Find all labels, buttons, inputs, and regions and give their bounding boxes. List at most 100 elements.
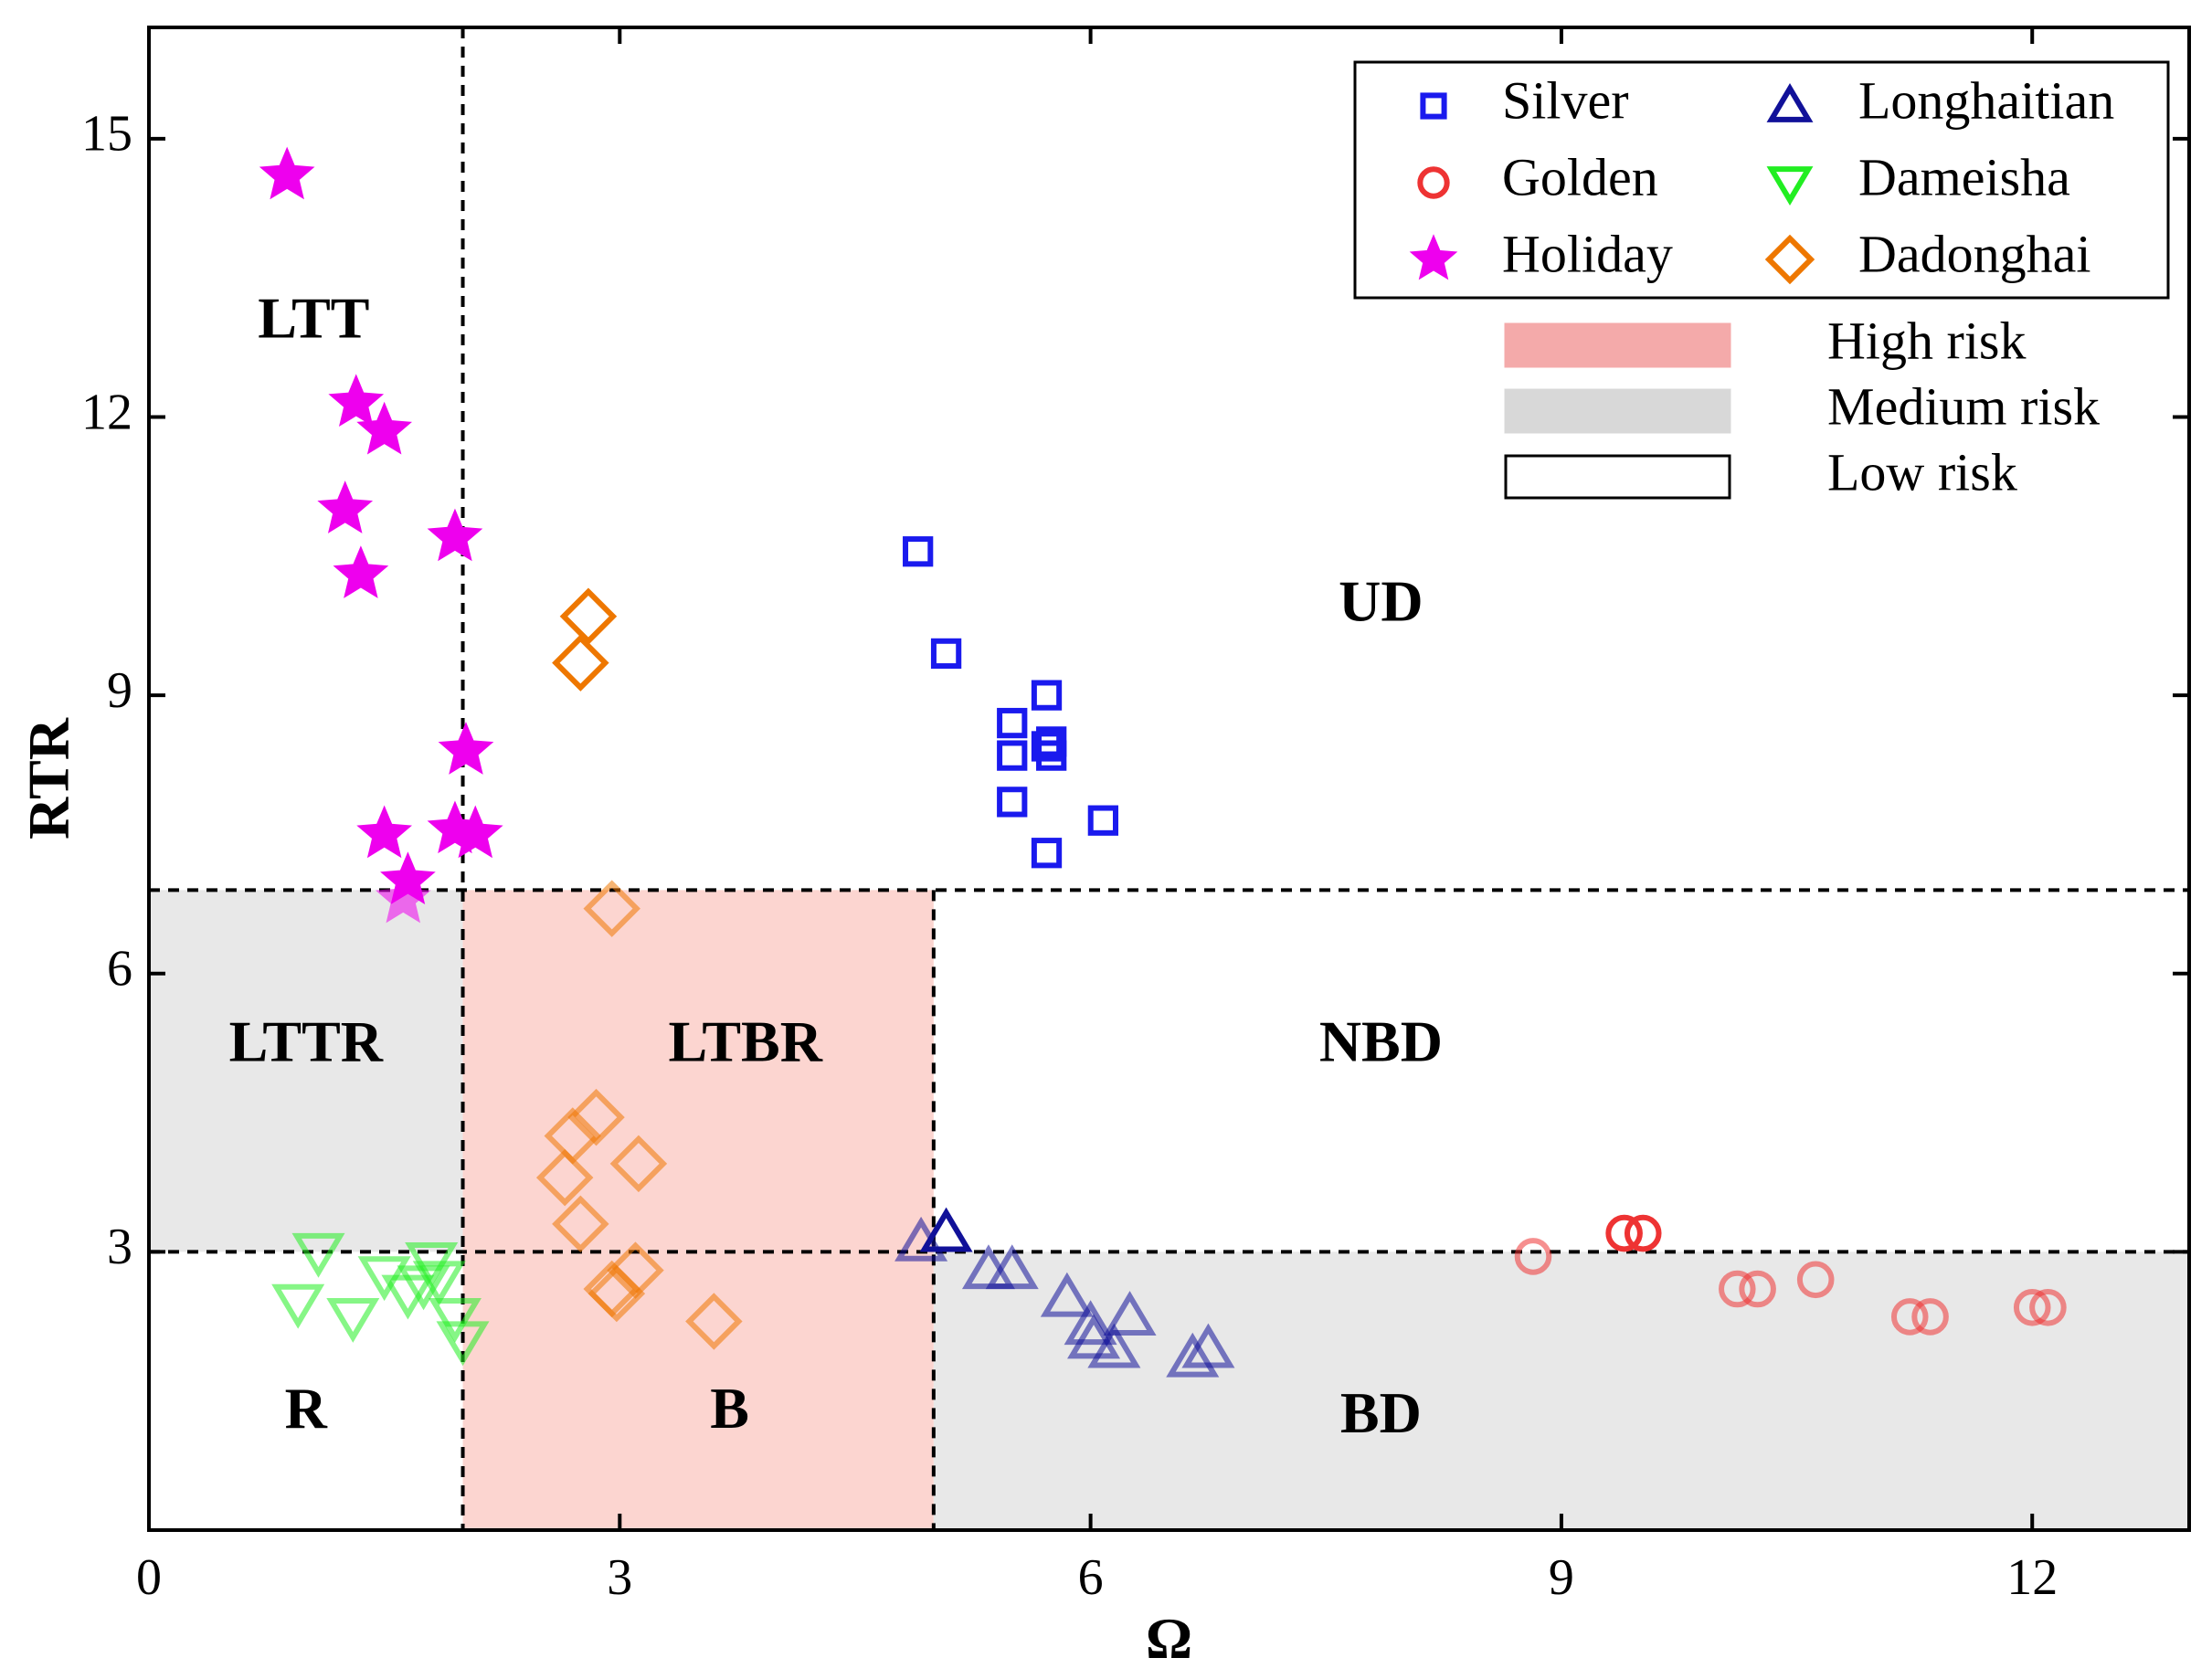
data-points [259, 146, 2067, 1378]
legend-label-dameisha: Dameisha [1858, 147, 2070, 206]
data-point-dadonghai [552, 634, 609, 692]
data-point-golden [2029, 1289, 2067, 1326]
series-golden [1514, 1214, 2067, 1336]
data-point-longhaitian [1103, 1291, 1157, 1336]
region-label-b: B [710, 1376, 749, 1441]
data-point-holiday [438, 722, 494, 775]
data-point-dadonghai [685, 1293, 743, 1350]
data-point-silver [903, 536, 934, 567]
data-point-dadonghai [587, 1264, 646, 1323]
data-point-holiday [317, 480, 374, 533]
data-point-holiday [328, 374, 385, 428]
risk-swatch [1504, 322, 1731, 368]
legend-marker-holiday [1409, 234, 1458, 280]
risk-swatch [1504, 454, 1731, 500]
data-point-dameisha [326, 1297, 380, 1343]
data-point-dadonghai [552, 1195, 609, 1253]
data-point-longhaitian [985, 1244, 1039, 1290]
zone-bd-medium [933, 1251, 2189, 1530]
legend-box [1353, 60, 2170, 300]
legend-marker-silver [1420, 92, 1447, 120]
region-label-nbd: NBD [1319, 1009, 1443, 1074]
data-point-silver [1031, 731, 1063, 762]
plot-frame [147, 26, 2191, 1532]
region-label-ud: UD [1339, 568, 1423, 633]
legend-label-dadonghai: Dadonghai [1858, 224, 2091, 283]
data-point-holiday [356, 805, 412, 859]
legend-marker-golden [1417, 166, 1450, 199]
region-label-ltt: LTT [258, 286, 369, 351]
data-point-golden [1739, 1270, 1776, 1308]
series-holiday [259, 146, 503, 924]
risk-label: Low risk [1827, 442, 2017, 502]
data-point-golden [1890, 1298, 1929, 1336]
region-labels: LTT LTTR R LTBR B UD NBD BD [229, 286, 1443, 1445]
x-tick-label: 12 [2006, 1549, 2058, 1606]
x-tick-label: 6 [1078, 1549, 1104, 1606]
y-tick-label: 9 [107, 662, 132, 719]
data-point-longhaitian [1087, 1323, 1141, 1368]
data-point-holiday [356, 401, 412, 455]
data-point-dameisha [436, 1321, 490, 1367]
region-label-ltbr: LTBR [669, 1009, 823, 1074]
series-silver [903, 536, 1118, 869]
legend-marker-dameisha [1766, 166, 1814, 206]
data-point-dadonghai [544, 1107, 602, 1165]
data-point-golden [1911, 1298, 1949, 1336]
series-dadonghai [535, 587, 743, 1350]
x-tick-label: 0 [136, 1549, 162, 1606]
data-point-dadonghai [567, 1088, 625, 1146]
legend-label-longhaitian: Longhaitian [1858, 70, 2114, 130]
region-label-bd: BD [1340, 1380, 1422, 1445]
data-point-holiday [427, 508, 483, 562]
threshold-lines [149, 27, 2189, 1530]
x-tick-label: 9 [1549, 1549, 1574, 1606]
data-point-dameisha [412, 1261, 466, 1306]
region-label-r: R [285, 1376, 328, 1441]
axes: 0 3 6 9 12 3 6 9 12 15 Ω RTR [16, 26, 2191, 1671]
legend-label-golden: Golden [1502, 147, 1658, 206]
legend: Silver Golden Holiday Longhaitian Dameisha Da… [1353, 60, 2170, 300]
risk-zones [149, 890, 2189, 1530]
data-point-dadonghai [607, 1241, 664, 1299]
data-point-longhaitian [1064, 1300, 1117, 1346]
data-point-silver [1087, 805, 1118, 836]
data-point-holiday [375, 870, 431, 924]
y-tick-label: 15 [81, 106, 132, 163]
data-point-dameisha [291, 1232, 345, 1278]
legend-marker-longhaitian [1766, 82, 1814, 122]
data-point-golden [1624, 1214, 1662, 1252]
data-point-golden [1719, 1270, 1756, 1308]
data-point-silver [1036, 726, 1067, 757]
region-label-lttr: LTTR [229, 1009, 384, 1074]
data-point-dameisha [428, 1297, 482, 1343]
data-point-golden [2013, 1289, 2051, 1326]
y-axis-title: RTR [16, 717, 81, 840]
risk-label: High risk [1827, 311, 2027, 370]
x-tick-label: 3 [607, 1549, 632, 1606]
data-point-dadonghai [535, 1148, 594, 1207]
legend-marker-dadonghai [1764, 234, 1815, 285]
y-tick-label: 6 [107, 941, 132, 998]
legend-label-silver: Silver [1502, 70, 1629, 130]
data-point-holiday [333, 545, 389, 598]
data-point-silver [997, 740, 1028, 771]
data-point-longhaitian [1067, 1314, 1121, 1359]
y-tick-label: 12 [81, 384, 132, 440]
data-point-silver [1031, 680, 1063, 711]
data-point-holiday [259, 146, 315, 200]
data-point-silver [997, 787, 1028, 818]
data-point-golden [1605, 1214, 1643, 1252]
data-point-silver [930, 638, 962, 670]
zone-lttr-medium [149, 890, 463, 1252]
zone-ltbr-b-high [462, 890, 934, 1530]
data-point-silver [997, 707, 1028, 739]
risk-label: Medium risk [1827, 376, 2100, 436]
data-point-longhaitian [919, 1207, 973, 1252]
data-point-longhaitian [1181, 1323, 1235, 1368]
data-point-dameisha [271, 1283, 325, 1329]
data-point-longhaitian [1166, 1332, 1220, 1378]
